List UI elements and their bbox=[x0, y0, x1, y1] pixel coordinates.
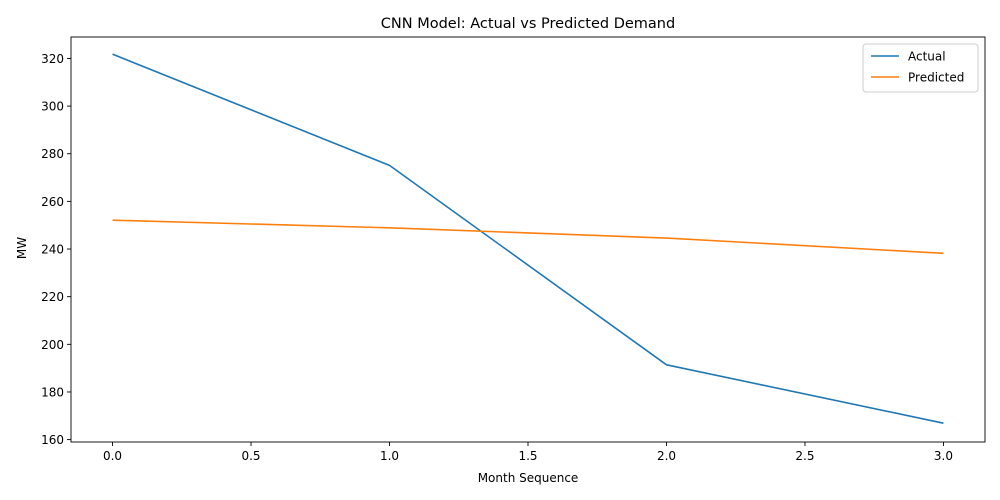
x-tick-label: 0.0 bbox=[103, 449, 122, 463]
series-line-predicted bbox=[112, 219, 944, 255]
y-tick-label: 300 bbox=[41, 100, 64, 114]
chart-title: CNN Model: Actual vs Predicted Demand bbox=[381, 16, 675, 32]
y-tick-label: 220 bbox=[41, 290, 64, 304]
x-tick-label: 2.5 bbox=[795, 449, 814, 463]
x-tick-label: 3.0 bbox=[934, 449, 953, 463]
plot-frame bbox=[70, 36, 986, 443]
legend-label: Predicted bbox=[908, 71, 964, 85]
x-tick-label: 0.5 bbox=[241, 449, 260, 463]
y-axis: 160 180 200 220 240 260 280 300 320 bbox=[41, 52, 71, 447]
y-tick-label: 180 bbox=[41, 385, 64, 399]
x-axis-label: Month Sequence bbox=[478, 471, 579, 485]
y-tick-label: 260 bbox=[41, 195, 64, 209]
y-tick-label: 200 bbox=[41, 338, 64, 352]
y-tick-label: 160 bbox=[41, 433, 64, 447]
series-line-actual bbox=[112, 53, 944, 424]
legend-label: Actual bbox=[908, 50, 946, 64]
x-tick-label: 1.5 bbox=[518, 449, 537, 463]
legend: Actual Predicted bbox=[862, 43, 979, 93]
y-tick-label: 280 bbox=[41, 147, 64, 161]
y-tick-label: 320 bbox=[41, 52, 64, 66]
plot-area bbox=[70, 36, 986, 443]
y-tick-label: 240 bbox=[41, 243, 64, 257]
x-tick-label: 2.0 bbox=[657, 449, 676, 463]
series-layer bbox=[112, 53, 944, 424]
x-axis: 0.0 0.5 1.0 1.5 2.0 2.5 3.0 bbox=[103, 442, 953, 463]
y-axis-label: MW bbox=[15, 237, 29, 259]
x-tick-label: 1.0 bbox=[380, 449, 399, 463]
